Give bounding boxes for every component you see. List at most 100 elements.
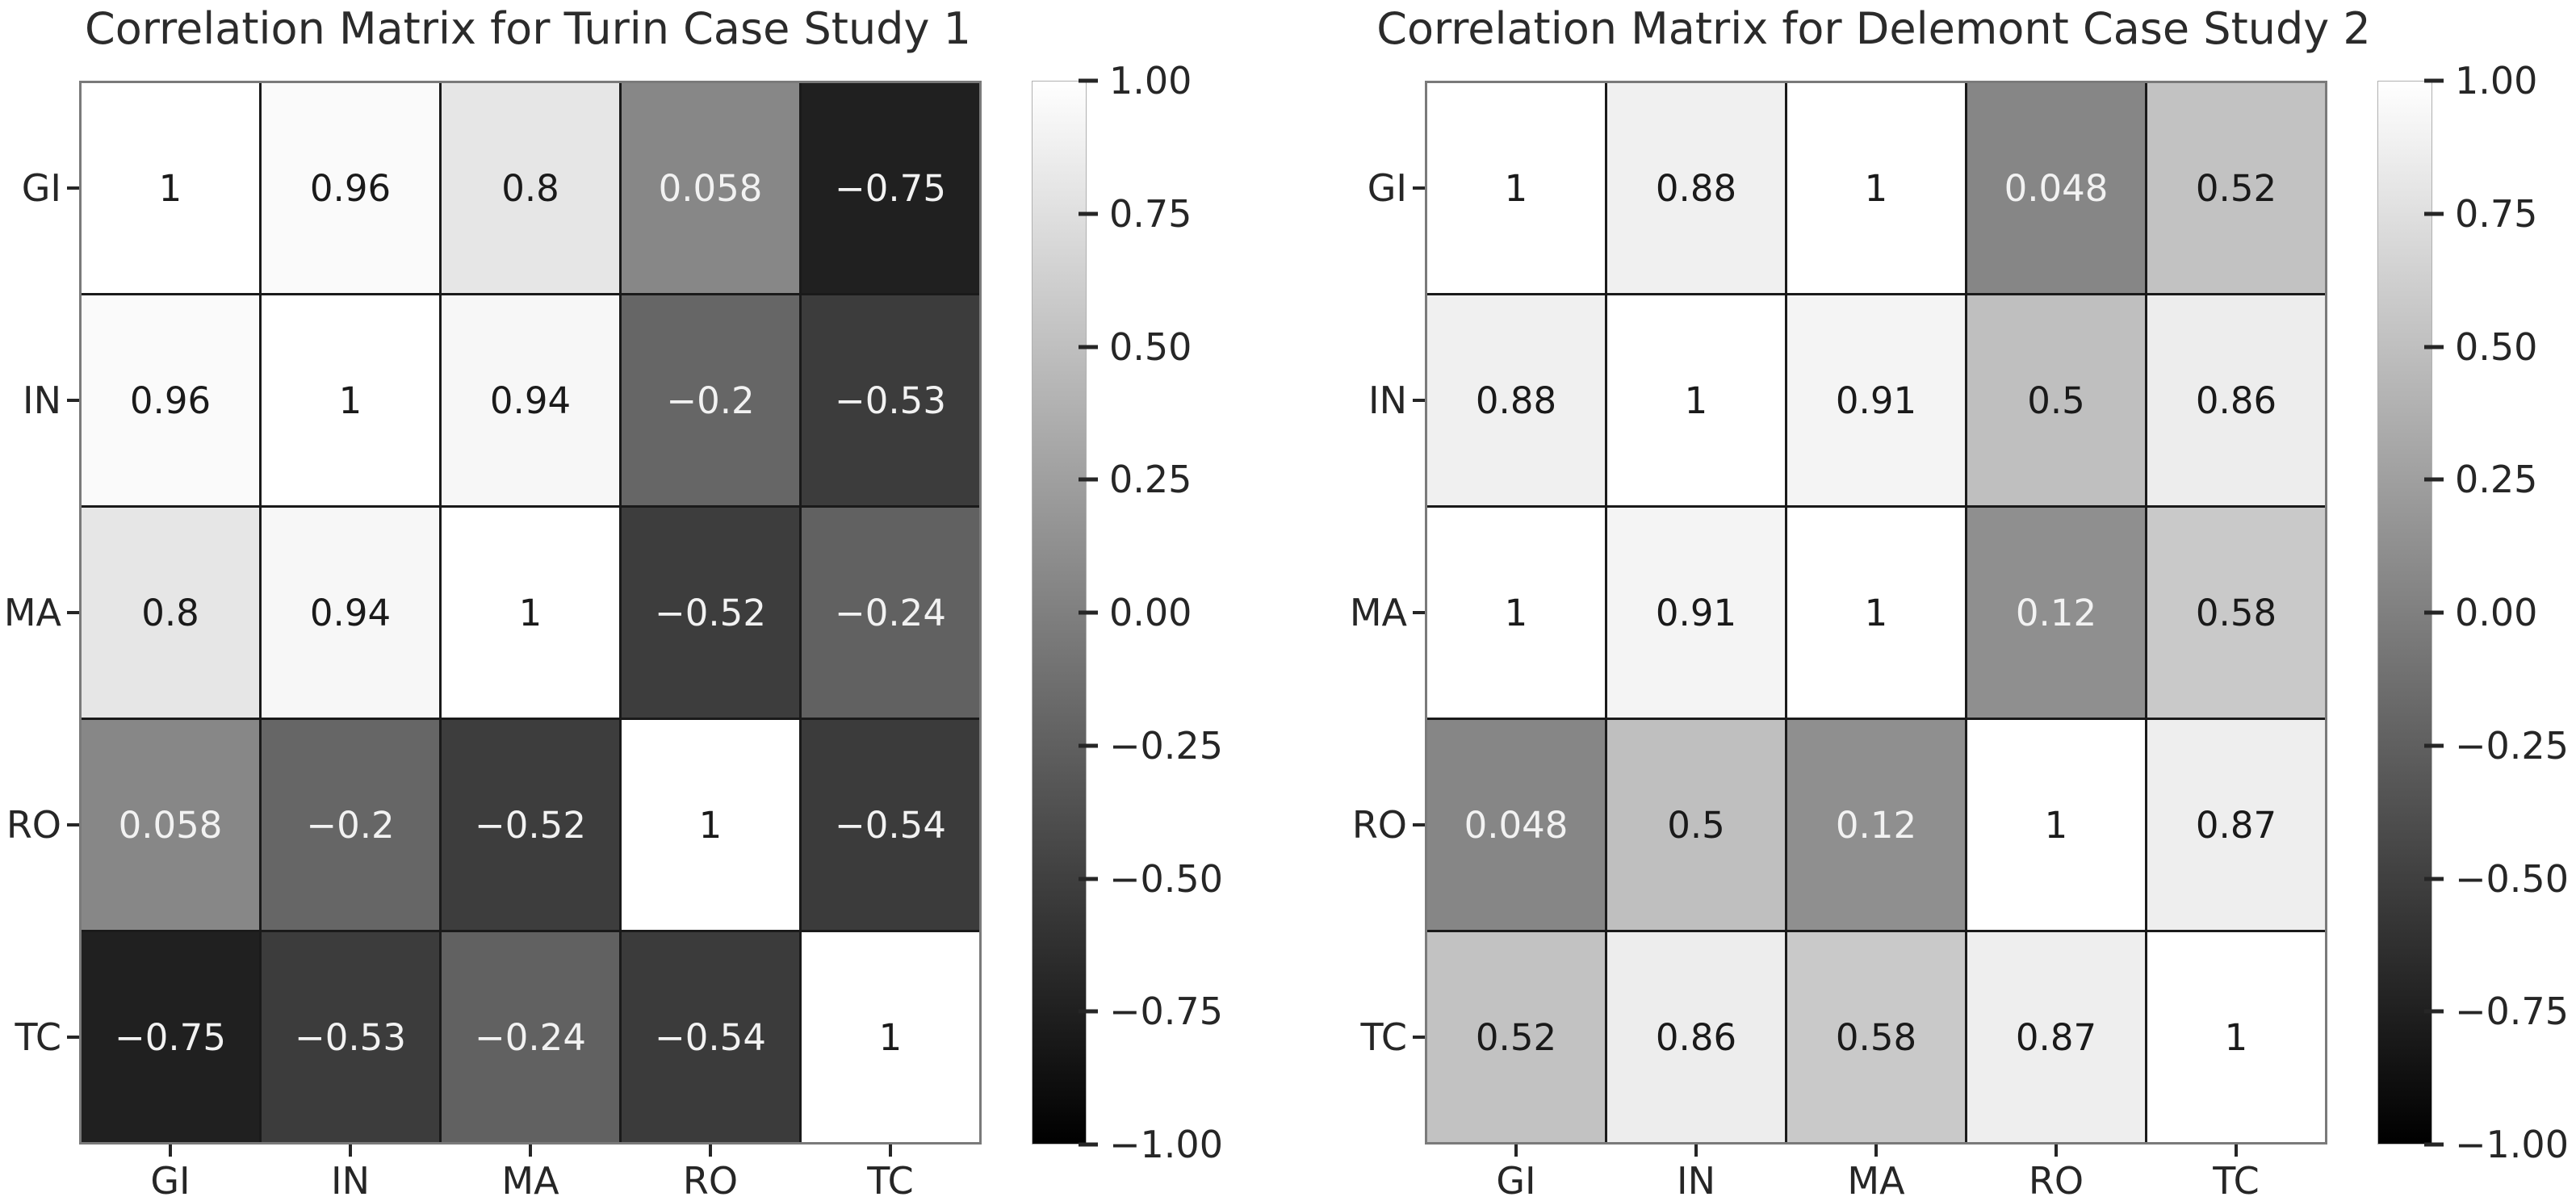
cell-value: −0.52 — [655, 591, 766, 634]
chart-title: Correlation Matrix for Delemont Case Stu… — [1376, 3, 2371, 54]
x-axis-tick — [2055, 1145, 2058, 1157]
row-label: IN — [23, 379, 61, 422]
heatmap-cell: −0.53 — [262, 932, 439, 1142]
cell-value: 0.8 — [141, 591, 199, 634]
row-label: GI — [1367, 166, 1407, 210]
heatmap-cell: −0.52 — [442, 720, 619, 930]
colorbar-tick — [2424, 743, 2444, 748]
y-axis-tick — [1413, 1036, 1425, 1039]
col-label: IN — [331, 1159, 370, 1201]
colorbar-tick-label: 0.00 — [2455, 591, 2538, 634]
heatmap-cell: 0.94 — [262, 508, 439, 718]
colorbar-tick-label: 0.50 — [2455, 324, 2538, 369]
cell-value: −0.53 — [835, 379, 946, 422]
cell-value: 1 — [1684, 379, 1708, 422]
cell-value: 0.048 — [2004, 166, 2109, 210]
col-label: MA — [1847, 1159, 1905, 1201]
heatmap-cell: 1 — [1967, 720, 2145, 930]
heatmap-cell: 1 — [1787, 83, 1965, 293]
cell-value: 0.5 — [1667, 803, 1725, 847]
col-label: GI — [1496, 1159, 1536, 1201]
heatmap-cell: 0.87 — [1967, 932, 2145, 1142]
colorbar-tick — [1079, 610, 1098, 615]
row-label: RO — [1351, 803, 1407, 847]
heatmap-cell: 0.8 — [82, 508, 259, 718]
colorbar-tick — [2424, 610, 2444, 615]
colorbar-tick — [2424, 1142, 2444, 1147]
y-axis-tick — [67, 823, 79, 826]
x-axis-tick — [709, 1145, 712, 1157]
heatmap-cell: 1 — [1427, 508, 1605, 718]
colorbar-tick — [1079, 78, 1098, 83]
cell-value: 1 — [338, 379, 362, 422]
col-label: GI — [150, 1159, 191, 1201]
cell-value: 0.52 — [2195, 166, 2277, 210]
colorbar-ticks: 1.00 0.75 0.50 0.25 0.00 −0.25 −0.50 −0.75 −1.00 — [1032, 59, 1230, 1166]
x-axis-tick — [1514, 1145, 1518, 1157]
heatmap-cell: −0.24 — [442, 932, 619, 1142]
colorbar-tick-label: 0.25 — [1109, 458, 1192, 502]
cell-value: 0.88 — [1475, 379, 1557, 422]
heatmap-cell: 0.52 — [2147, 83, 2325, 293]
col-label: MA — [501, 1159, 559, 1201]
heatmap-cell: 0.048 — [1427, 720, 1605, 930]
cell-value: −0.24 — [475, 1015, 586, 1059]
heatmap-cell: 1 — [1607, 295, 1785, 505]
row-label: MA — [3, 591, 61, 634]
colorbar-tick — [1079, 1142, 1098, 1147]
y-axis-tick — [1413, 611, 1425, 614]
heatmap-cell: −0.75 — [82, 932, 259, 1142]
row-label: MA — [1349, 591, 1407, 634]
colorbar-tick — [1079, 477, 1098, 482]
cell-value: 1 — [2224, 1015, 2248, 1059]
cell-value: 0.12 — [2015, 591, 2097, 634]
chart-title: Correlation Matrix for Turin Case Study … — [85, 3, 971, 54]
colorbar-gradient — [2377, 81, 2432, 1145]
x-axis-tick — [349, 1145, 352, 1157]
x-axis-tick — [529, 1145, 532, 1157]
y-axis-tick — [1413, 823, 1425, 826]
heatmap-cell: 0.86 — [1607, 932, 1785, 1142]
cell-value: −0.54 — [655, 1015, 766, 1059]
row-label: TC — [1360, 1015, 1407, 1059]
heatmap-cell: −0.2 — [622, 295, 799, 505]
cell-value: 1 — [1864, 166, 1888, 210]
colorbar-tick — [2424, 345, 2444, 349]
x-axis-labels: GI IN MA RO TC — [1427, 1145, 2325, 1201]
cell-value: 0.87 — [2015, 1015, 2097, 1059]
colorbar-tick — [1079, 743, 1098, 748]
heatmap-cell: 0.88 — [1607, 83, 1785, 293]
colorbar-tick-label: 1.00 — [1109, 59, 1192, 103]
cell-value: −0.2 — [306, 803, 395, 847]
cell-value: 0.87 — [2195, 803, 2277, 847]
heatmap-cell: −0.24 — [802, 508, 979, 718]
heatmap-cell: −0.2 — [262, 720, 439, 930]
heatmap-cell: 0.058 — [82, 720, 259, 930]
heatmap-cell: 0.058 — [622, 83, 799, 293]
heatmap-cell: −0.54 — [802, 720, 979, 930]
heatmap-cell: 0.048 — [1967, 83, 2145, 293]
heatmap-cell: 1 — [442, 508, 619, 718]
cell-value: 0.91 — [1655, 591, 1737, 634]
colorbar-tick — [2424, 1009, 2444, 1014]
y-axis-tick — [67, 611, 79, 614]
y-axis-tick — [67, 1036, 79, 1039]
cell-value: −0.54 — [835, 803, 946, 847]
heatmap-cell: 1 — [262, 295, 439, 505]
heatmap-cell: −0.53 — [802, 295, 979, 505]
cell-value: −0.24 — [835, 591, 946, 634]
cell-value: 0.058 — [118, 803, 223, 847]
cell-value: 0.048 — [1464, 803, 1569, 847]
colorbar-tick-label: 0.75 — [1109, 191, 1192, 236]
heatmap-cell: 0.52 — [1427, 932, 1605, 1142]
y-axis-tick — [1413, 186, 1425, 190]
cell-value: 1 — [1864, 591, 1888, 634]
cell-value: −0.2 — [666, 379, 755, 422]
col-label: RO — [682, 1159, 739, 1201]
cell-value: 0.52 — [1475, 1015, 1557, 1059]
y-axis-tick — [67, 399, 79, 402]
colorbar-tick-label: −0.25 — [1109, 723, 1223, 768]
colorbar-tick — [1079, 877, 1098, 881]
row-label: RO — [6, 803, 61, 847]
colorbar-tick-label: 0.50 — [1109, 324, 1192, 369]
